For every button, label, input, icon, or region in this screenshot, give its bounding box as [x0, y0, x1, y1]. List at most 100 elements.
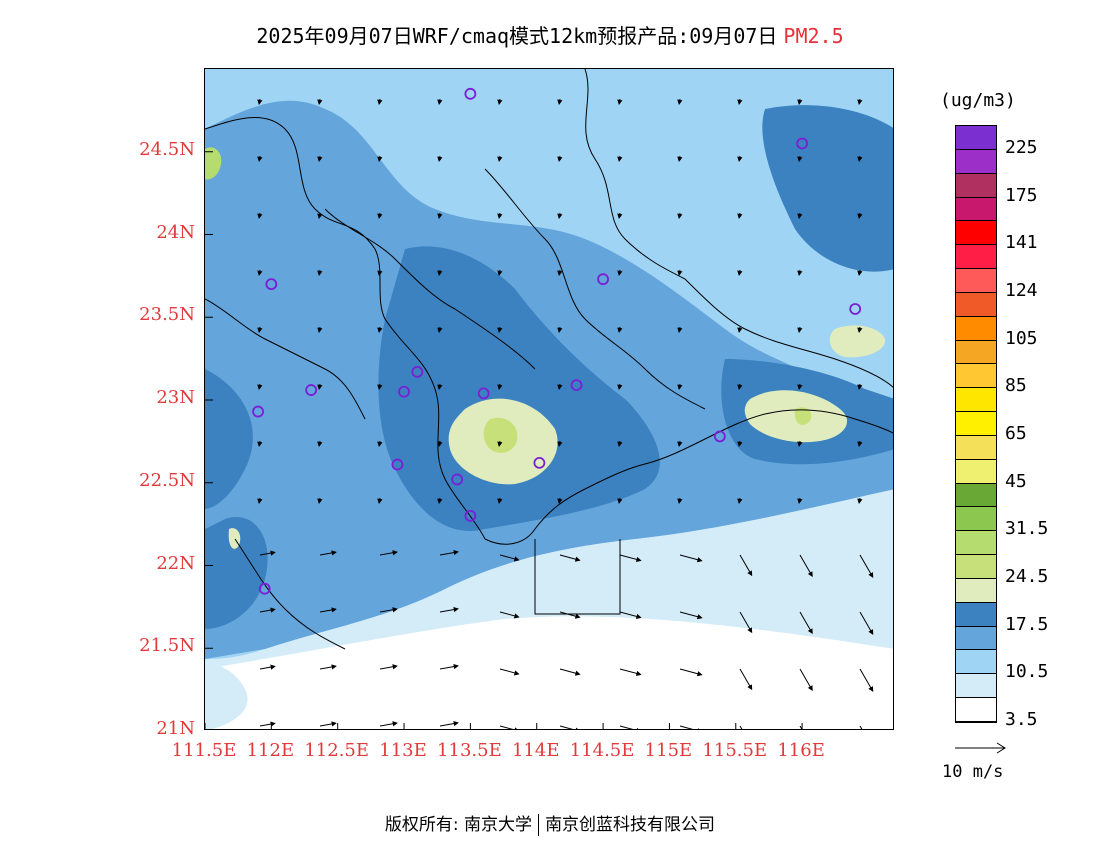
wind-arrowhead-icon	[807, 628, 813, 635]
wind-arrowhead-icon	[497, 270, 503, 277]
colorbar-swatch	[956, 698, 996, 722]
wind-arrowhead-icon	[677, 384, 683, 391]
map-panel[interactable]	[204, 68, 894, 730]
station-marker-icon	[265, 278, 278, 291]
colorbar-swatch	[956, 292, 996, 317]
wind-arrowhead-icon	[453, 606, 459, 613]
wind-arrowhead-icon	[677, 270, 683, 277]
colorbar-swatch	[956, 245, 996, 270]
chart-title: 2025年09月07日WRF/cmaq模式12km预报产品:09月07日 PM2.…	[0, 20, 1100, 49]
wind-arrowhead-icon	[497, 384, 503, 391]
wind-arrow-icon	[679, 725, 694, 729]
wind-arrowhead-icon	[257, 156, 263, 163]
wind-arrowhead-icon	[317, 384, 323, 391]
wind-arrowhead-icon	[857, 99, 863, 106]
wind-arrowhead-icon	[698, 728, 700, 729]
wind-arrow-icon	[859, 611, 874, 635]
wind-arrowhead-icon	[868, 629, 874, 635]
wind-arrowhead-icon	[696, 614, 703, 620]
wind-arrowhead-icon	[857, 327, 863, 334]
wind-arrowhead-icon	[437, 327, 443, 334]
wind-arrowhead-icon	[737, 156, 743, 163]
station-marker-icon	[713, 430, 726, 443]
station-marker-icon	[451, 473, 464, 486]
colorbar-swatch	[956, 412, 996, 436]
wind-arrowhead-icon	[437, 99, 443, 106]
wind-arrowhead-icon	[331, 664, 337, 670]
station-marker-icon	[305, 384, 318, 396]
colorbar-tick-label: 85	[1005, 375, 1027, 397]
title-text: 2025年09月07日WRF/cmaq模式12km预报产品:09月07日	[256, 24, 778, 48]
colorbar-tick-label: 141	[1005, 232, 1038, 254]
wind-arrowhead-icon	[635, 670, 642, 676]
lon-tick-label: 113E	[379, 740, 427, 761]
wind-arrowhead-icon	[317, 156, 323, 163]
wind-arrowhead-icon	[575, 727, 578, 729]
colorbar-swatch	[956, 364, 996, 389]
lon-tick-label: 111.5E	[171, 740, 237, 761]
wind-arrowhead-icon	[317, 213, 323, 220]
lat-tick-label: 24N	[156, 221, 195, 243]
wind-arrowhead-icon	[270, 607, 276, 613]
colorbar-swatch	[956, 435, 996, 460]
wind-arrowhead-icon	[747, 627, 753, 634]
colorbar-swatch	[956, 316, 996, 341]
station-marker-icon	[796, 137, 809, 150]
wind-arrowhead-icon	[737, 327, 743, 334]
wind-arrowhead-icon	[257, 213, 263, 220]
wind-arrowhead-icon	[857, 270, 863, 277]
station-marker-icon	[570, 379, 583, 392]
wind-arrowhead-icon	[317, 270, 323, 277]
wind-arrowhead-icon	[453, 549, 459, 556]
wind-arrowhead-icon	[617, 441, 623, 448]
wind-arrowhead-icon	[797, 384, 803, 391]
wind-arrowhead-icon	[617, 270, 623, 277]
wind-arrowhead-icon	[677, 327, 683, 334]
wind-arrowhead-icon	[270, 664, 276, 670]
wind-arrowhead-icon	[557, 156, 563, 163]
colorbar-unit: (ug/m3)	[940, 90, 1016, 111]
lon-tick-label: 115E	[644, 740, 693, 761]
wind-arrowhead-icon	[514, 727, 518, 729]
wind-arrowhead-icon	[797, 99, 803, 106]
colorbar-swatch	[956, 388, 996, 413]
wind-arrowhead-icon	[677, 156, 683, 163]
wind-arrowhead-icon	[317, 99, 323, 106]
colorbar-swatch	[956, 578, 996, 603]
wind-arrowhead-icon	[513, 670, 520, 676]
wind-arrowhead-icon	[807, 685, 813, 692]
wind-arrowhead-icon	[797, 441, 803, 448]
wind-arrowhead-icon	[497, 156, 503, 163]
wind-arrowhead-icon	[497, 498, 503, 505]
wind-arrowhead-icon	[377, 498, 383, 505]
wind-arrowhead-icon	[797, 156, 803, 163]
wind-arrowhead-icon	[797, 498, 803, 505]
wind-arrowhead-icon	[317, 327, 323, 334]
colorbar-swatch	[956, 483, 996, 508]
wind-arrowhead-icon	[557, 441, 563, 448]
wind-arrowhead-icon	[677, 441, 683, 448]
wind-arrowhead-icon	[737, 384, 743, 391]
boundary-lines	[205, 69, 893, 650]
wind-arrowhead-icon	[497, 327, 503, 334]
wind-arrowhead-icon	[437, 441, 443, 448]
colorbar-swatch	[956, 459, 996, 484]
wind-arrowhead-icon	[557, 270, 563, 277]
wind-arrowhead-icon	[677, 498, 683, 505]
colorbar-swatch	[956, 149, 996, 174]
wind-arrowhead-icon	[392, 721, 398, 727]
lon-tick-label: 112.5E	[304, 740, 370, 761]
wind-arrowhead-icon	[317, 441, 323, 448]
wind-arrowhead-icon	[437, 498, 443, 505]
station-marker-icon	[258, 582, 271, 595]
footer-left: 版权所有: 南京大学	[384, 815, 533, 835]
wind-arrowhead-icon	[797, 213, 803, 220]
wind-arrowhead-icon	[617, 99, 623, 106]
station-marker-icon	[597, 273, 609, 286]
wind-arrowhead-icon	[453, 720, 459, 727]
wind-arrowhead-icon	[513, 613, 520, 619]
map-canvas	[205, 69, 893, 729]
wind-arrowhead-icon	[617, 213, 623, 220]
wind-arrowhead-icon	[497, 441, 503, 448]
wind-arrowhead-icon	[857, 441, 863, 448]
